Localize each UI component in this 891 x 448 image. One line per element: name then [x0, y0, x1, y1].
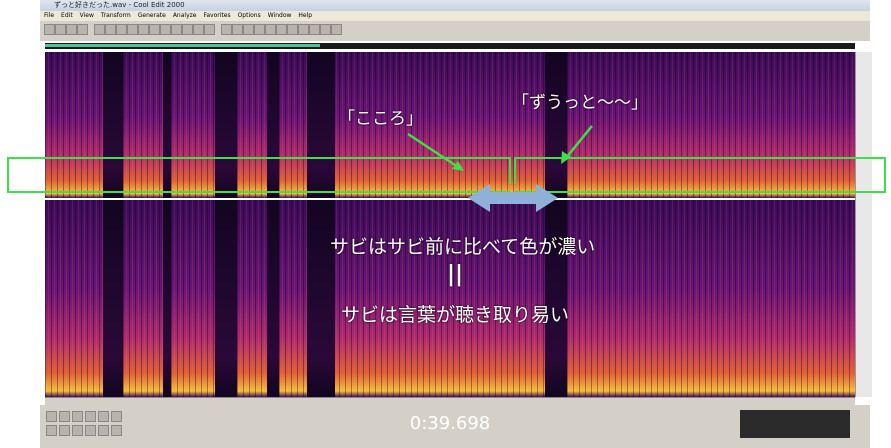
tool-button[interactable] — [149, 24, 160, 35]
tool-button[interactable] — [287, 24, 298, 35]
silence — [215, 200, 237, 397]
arrow-head — [561, 151, 571, 164]
tool-button[interactable] — [265, 24, 276, 35]
silence — [163, 200, 171, 397]
menu-item[interactable]: View — [79, 12, 94, 19]
tool-button[interactable] — [182, 24, 193, 35]
transport-button[interactable] — [85, 411, 96, 422]
menu-item[interactable]: File — [44, 12, 55, 19]
transport-button[interactable] — [46, 411, 57, 422]
tool-button[interactable] — [105, 24, 116, 35]
arrow-head — [452, 161, 464, 171]
tool-button[interactable] — [127, 24, 138, 35]
spectrogram-right — [45, 200, 855, 397]
tool-button[interactable] — [320, 24, 331, 35]
silence — [267, 52, 279, 198]
tool-button[interactable] — [232, 24, 243, 35]
double-arrow — [468, 184, 558, 212]
silence — [215, 52, 237, 198]
silence — [163, 52, 171, 198]
frequency-ruler — [855, 52, 872, 397]
title-bar: ずっと好きだった.wav - Cool Edit 2000 — [40, 0, 870, 11]
menu-item[interactable]: Transform — [100, 12, 131, 19]
tool-button[interactable] — [116, 24, 127, 35]
tool-button[interactable] — [44, 24, 55, 35]
arrow — [407, 132, 459, 169]
time-display: 0:39.698 — [409, 413, 491, 434]
transport-button[interactable] — [98, 425, 109, 436]
silence — [103, 52, 123, 198]
tool-button[interactable] — [309, 24, 320, 35]
tool-button[interactable] — [138, 24, 149, 35]
arrow — [565, 125, 593, 159]
transport-button[interactable] — [111, 411, 122, 422]
menu-item[interactable]: Analyze — [172, 12, 197, 19]
transport-button[interactable] — [59, 425, 70, 436]
annotation: サビは言葉が聴き取り易い — [340, 304, 569, 326]
transport-button[interactable] — [72, 425, 83, 436]
menu-item[interactable]: Window — [267, 12, 292, 19]
tool-button[interactable] — [243, 24, 254, 35]
timeline — [45, 397, 855, 406]
highlight-box — [514, 157, 886, 193]
tool-button[interactable] — [221, 24, 232, 35]
transport-panel — [40, 405, 870, 448]
menu-bar: File Edit View Transform Generate Analyze Favo… — [40, 11, 870, 21]
transport-button[interactable] — [72, 411, 83, 422]
tool-button[interactable] — [298, 24, 309, 35]
transport-button[interactable] — [46, 425, 57, 436]
annotation: サビはサビ前に比べて色が濃い — [330, 236, 596, 258]
tool-button[interactable] — [193, 24, 204, 35]
tool-button[interactable] — [276, 24, 287, 35]
highlight-box — [7, 157, 511, 193]
toolbar — [40, 21, 870, 41]
selection-info — [740, 410, 850, 438]
overview — [45, 43, 855, 49]
tool-button[interactable] — [77, 24, 88, 35]
annotation: 「こころ」 — [338, 109, 423, 129]
silence — [545, 200, 567, 397]
transport-button[interactable] — [85, 425, 96, 436]
spectrogram-left — [45, 52, 855, 198]
tool-button[interactable] — [204, 24, 215, 35]
tool-button[interactable] — [66, 24, 77, 35]
transport-button[interactable] — [98, 411, 109, 422]
transport-button[interactable] — [59, 411, 70, 422]
silence — [103, 200, 123, 397]
selection — [45, 44, 320, 47]
menu-item[interactable]: Options — [237, 12, 261, 19]
menu-item[interactable]: Favorites — [203, 12, 231, 19]
silence — [307, 52, 335, 198]
tool-button[interactable] — [94, 24, 105, 35]
tool-button[interactable] — [254, 24, 265, 35]
transport-button[interactable] — [111, 425, 122, 436]
tool-button[interactable] — [171, 24, 182, 35]
silence — [307, 200, 335, 397]
annotation: || — [446, 262, 464, 287]
tool-button[interactable] — [160, 24, 171, 35]
menu-item[interactable]: Help — [298, 12, 313, 19]
silence — [267, 200, 279, 397]
tool-button[interactable] — [55, 24, 66, 35]
annotation: 「ずうっと〜〜」 — [512, 93, 648, 113]
menu-item[interactable]: Edit — [61, 12, 73, 19]
menu-item[interactable]: Generate — [137, 12, 166, 19]
tool-button[interactable] — [331, 24, 342, 35]
